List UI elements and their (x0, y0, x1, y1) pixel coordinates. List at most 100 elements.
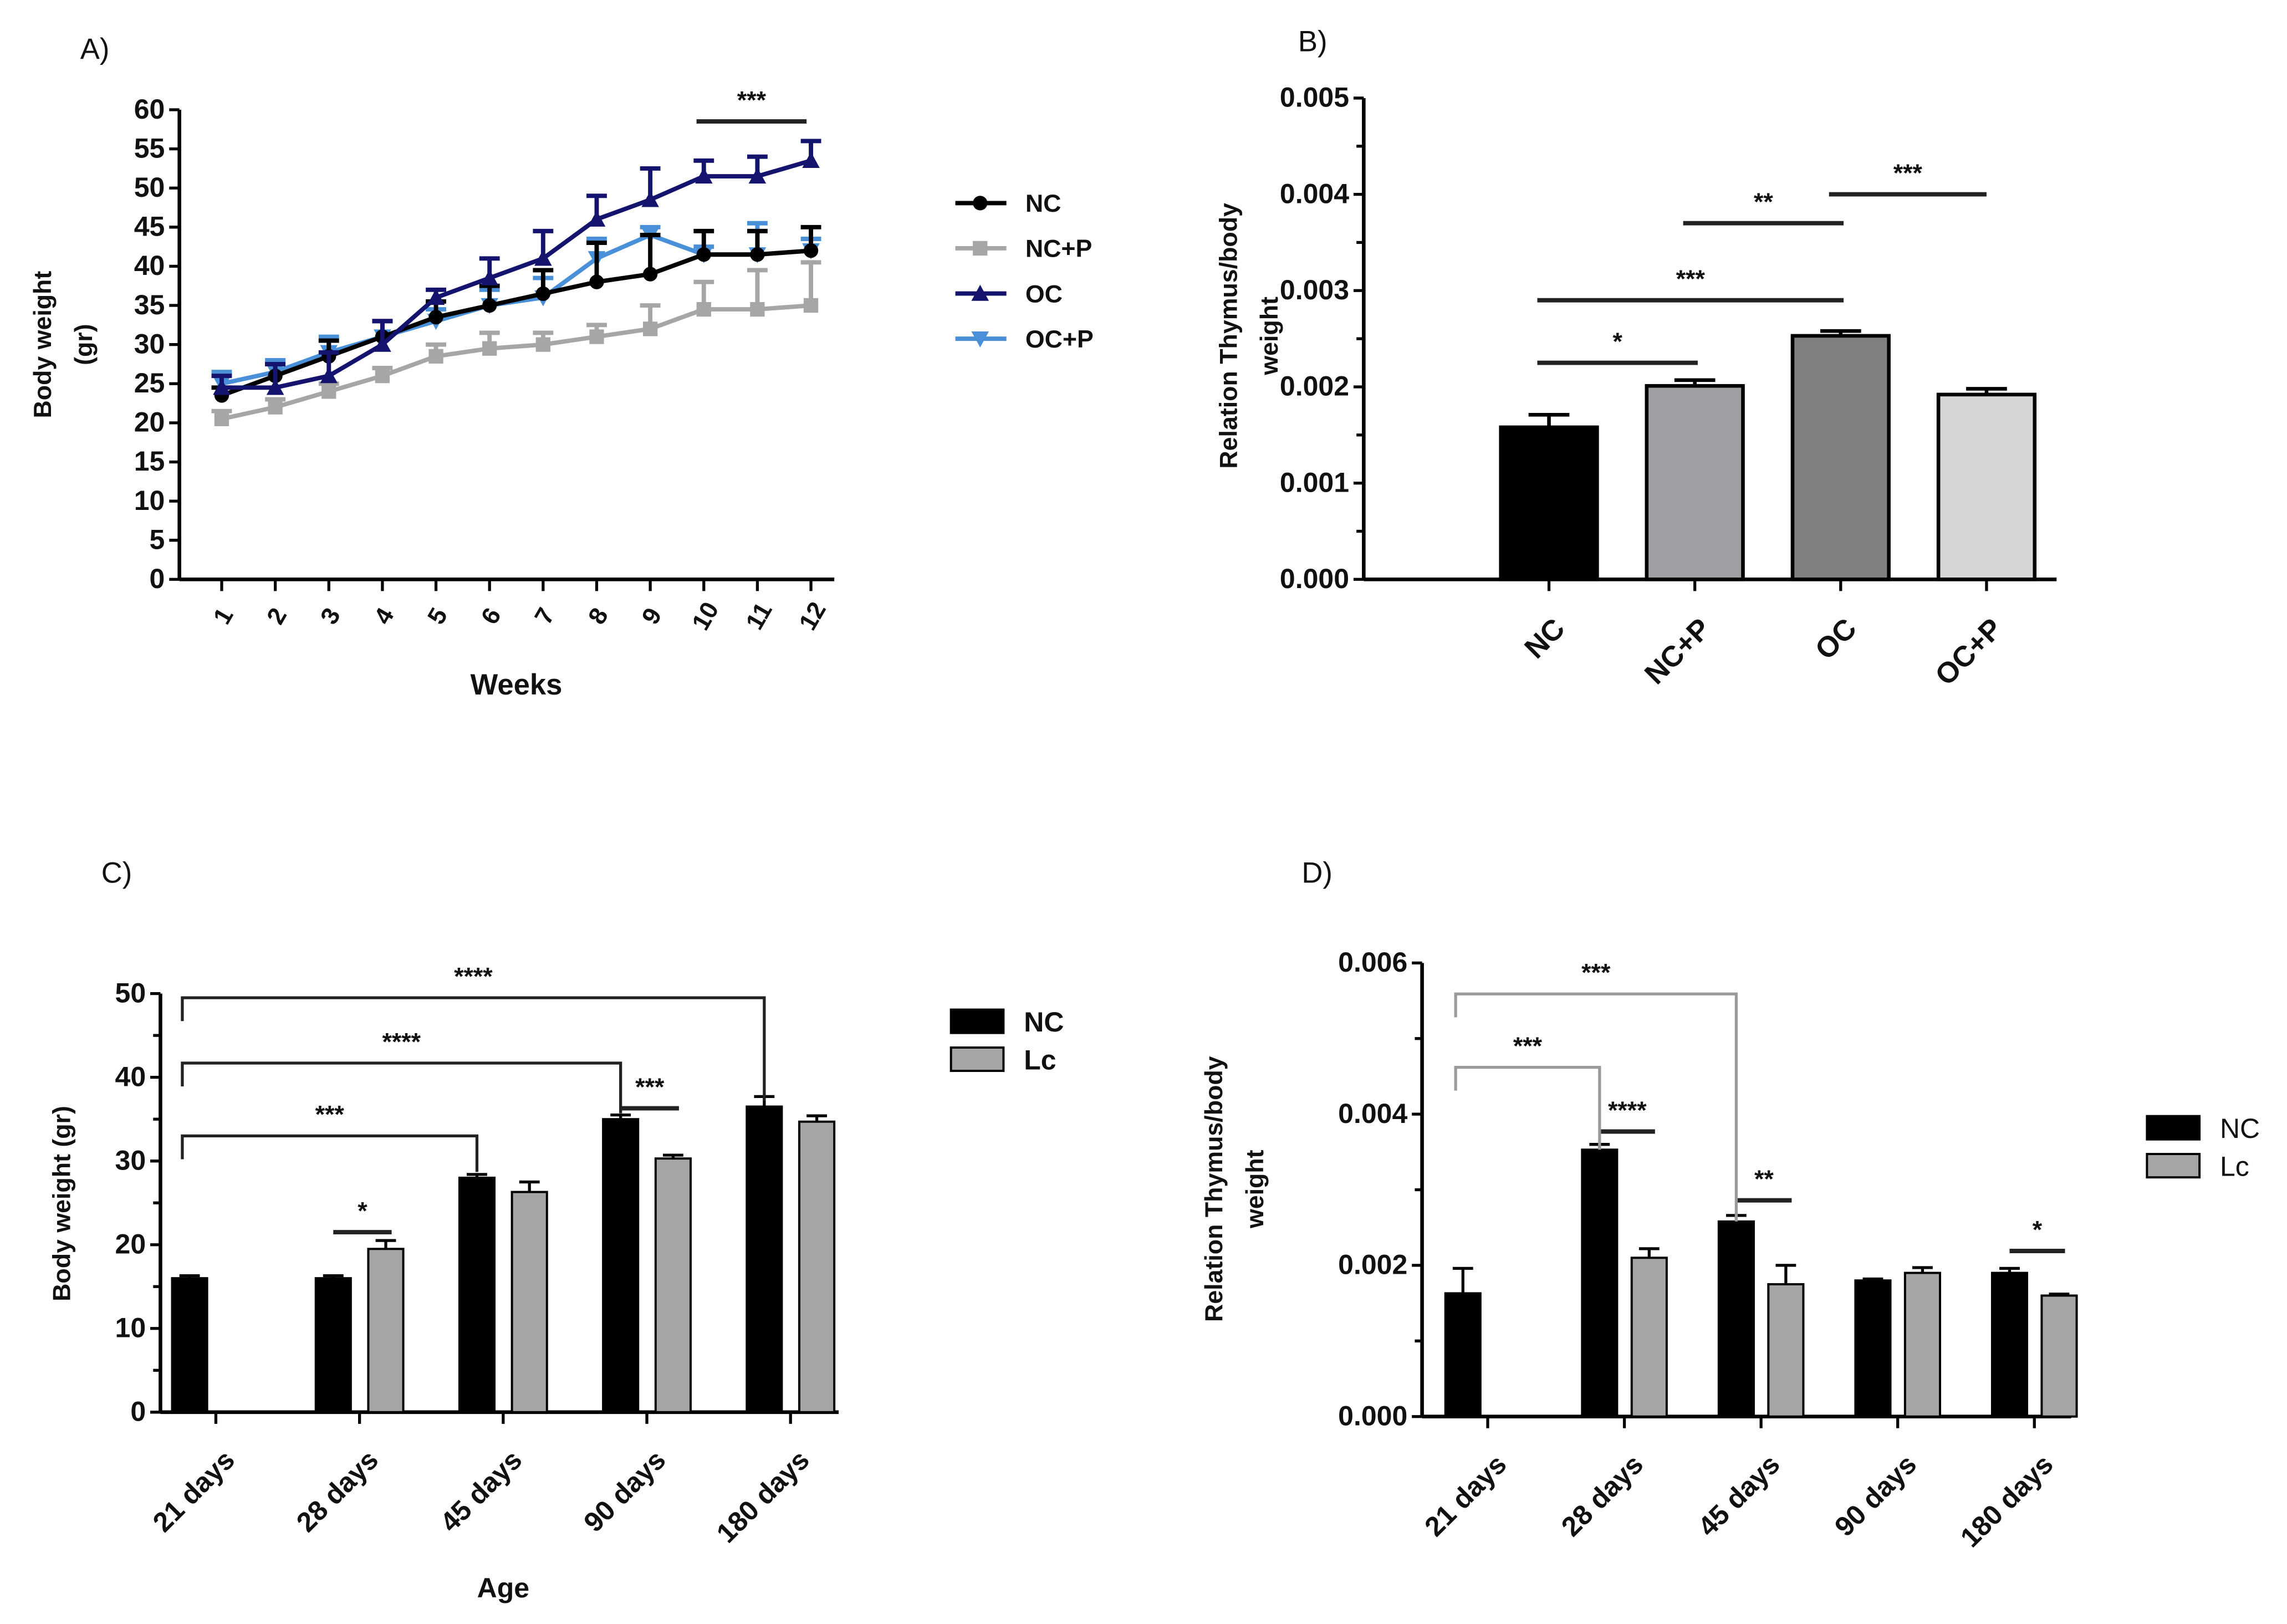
x-tick-label: 11 (741, 598, 778, 634)
legend-label: Lc (2220, 1151, 2249, 1182)
x-tick-label: 2 (262, 604, 292, 629)
legend-label: NC (1025, 190, 1061, 217)
significance-label: *** (1581, 959, 1611, 987)
data-point-triangle (481, 269, 498, 285)
y-tick-label: 55 (134, 132, 165, 164)
x-tick-label: 10 (687, 597, 724, 635)
y-tick-label: 0 (130, 1396, 146, 1427)
bar-lc (1630, 1257, 1668, 1418)
x-tick-label: 8 (583, 604, 614, 629)
data-point-triangle (213, 379, 231, 395)
significance-label: *** (1676, 265, 1706, 293)
x-tick-label: 45 days (1692, 1448, 1785, 1542)
legend-label: OC+P (1025, 326, 1094, 353)
x-tick-label: 1 (208, 604, 239, 629)
data-point-triangle (320, 367, 338, 384)
data-point-circle (750, 247, 765, 262)
series-nc (211, 224, 821, 403)
x-axis-label: Age (477, 1572, 529, 1603)
legend-label: NC (1024, 1007, 1064, 1038)
data-point-circle (642, 267, 658, 282)
y-tick-label: 50 (134, 172, 165, 203)
bar-lc (511, 1191, 548, 1413)
data-point-square (321, 384, 336, 399)
bar-lc (1903, 1271, 1941, 1418)
legend-label: OC (1025, 280, 1063, 308)
y-axis-label: Body weight (29, 271, 57, 418)
bar-nc (314, 1277, 352, 1413)
legend-label: Lc (1024, 1044, 1056, 1075)
bar-lc (2040, 1294, 2078, 1418)
x-tick-label: 3 (315, 604, 346, 629)
significance-label: ** (1754, 188, 1773, 216)
x-tick-label: 12 (794, 597, 831, 635)
legend-swatch (949, 1008, 1005, 1034)
data-point-square (428, 349, 443, 364)
data-point-square (482, 341, 497, 356)
y-tick-label: 20 (115, 1229, 146, 1260)
series-line (221, 158, 812, 390)
x-tick-label: 6 (476, 604, 507, 629)
bar-nc (1444, 1292, 1482, 1418)
legend-item: NC (2146, 1113, 2260, 1144)
significance-label: *** (737, 86, 767, 114)
significance-label: **** (382, 1028, 421, 1055)
y-axis-label: weight (1242, 1150, 1269, 1229)
y-tick-label: 10 (134, 485, 165, 516)
significance-label: **** (454, 963, 493, 990)
data-point-square (268, 400, 283, 415)
bar-lc (367, 1248, 405, 1413)
bar-nc (746, 1105, 783, 1413)
y-axis-label: Body weight (gr) (48, 1106, 75, 1301)
y-tick-label: 10 (115, 1313, 146, 1344)
data-point-square (214, 411, 229, 426)
series-line (221, 248, 811, 398)
bar-nc (1990, 1271, 2029, 1418)
bar (1790, 334, 1891, 581)
series-oc (211, 139, 821, 395)
y-axis-label: Relation Thymus/body (1215, 203, 1242, 469)
data-point-triangle (427, 289, 445, 305)
y-tick-label: 0.000 (1338, 1400, 1407, 1431)
y-tick-label: 60 (134, 94, 165, 125)
data-point-triangle-down (971, 331, 989, 348)
bar (1645, 384, 1745, 581)
x-tick-label: NC+P (1638, 612, 1717, 691)
legend-swatch (949, 1046, 1005, 1073)
legend-item: NC (955, 190, 1061, 217)
y-tick-label: 20 (134, 407, 165, 438)
data-point-triangle (266, 379, 284, 395)
bar-lc (654, 1157, 692, 1413)
legend-item: NC+P (955, 236, 1092, 263)
y-tick-label: 0.002 (1338, 1249, 1407, 1280)
x-tick-label: 180 days (711, 1444, 815, 1549)
y-tick-label: 35 (134, 289, 165, 320)
data-point-circle (535, 286, 550, 302)
x-tick-label: 21 days (147, 1444, 241, 1538)
data-point-triangle (534, 249, 552, 266)
y-tick-label: 0.002 (1280, 371, 1349, 402)
y-tick-label: 0.000 (1280, 563, 1349, 594)
series-line (221, 303, 811, 421)
x-tick-label: 28 days (290, 1444, 384, 1538)
significance-bracket (1454, 992, 1738, 1222)
data-point-circle (482, 298, 497, 313)
significance-label: *** (635, 1074, 665, 1101)
bar-nc (1717, 1220, 1755, 1418)
panel-label: C) (101, 857, 132, 890)
legend-item: OC (955, 280, 1063, 308)
data-point-square (535, 337, 550, 352)
bar-nc (171, 1277, 208, 1413)
data-point-triangle (802, 151, 820, 168)
x-tick-label: 180 days (1954, 1448, 2059, 1553)
significance-bracket (181, 1061, 622, 1114)
bar-nc (1854, 1279, 1892, 1418)
x-tick-label: NC (1518, 612, 1571, 665)
y-tick-label: 40 (115, 1061, 146, 1092)
x-tick-label: 90 days (1829, 1448, 1922, 1542)
x-tick-label: 45 days (434, 1444, 528, 1538)
x-tick-label: 21 days (1418, 1448, 1512, 1542)
bar-lc (1767, 1283, 1805, 1418)
significance-bracket (181, 996, 766, 1101)
